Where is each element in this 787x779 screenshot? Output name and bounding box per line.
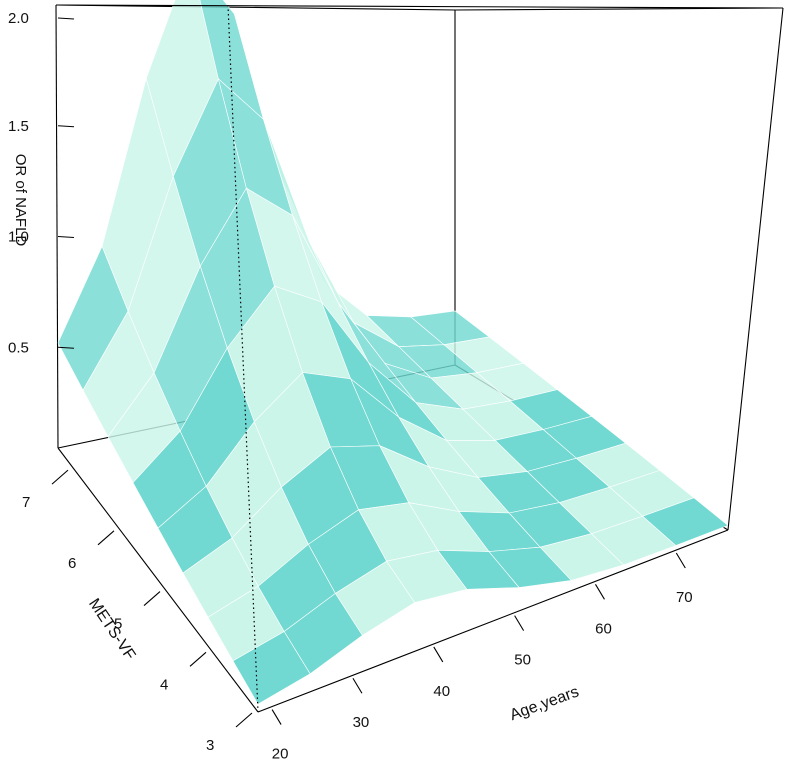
z-tick (57, 235, 75, 239)
bounding-box-front (55, 4, 784, 713)
x-tick-label: 30 (353, 714, 370, 731)
x-tick-label: 60 (595, 620, 612, 637)
box-edge (257, 529, 729, 713)
x-tick (352, 677, 363, 694)
x-tick-label: 70 (676, 589, 693, 606)
z-tick (57, 17, 75, 20)
x-tick-label: 40 (433, 683, 450, 700)
box-edge (454, 7, 784, 11)
y-tick (189, 651, 207, 667)
y-axis-label: METS-VF (85, 596, 138, 664)
x-axis-label: Age,years (508, 683, 582, 724)
y-tick (51, 469, 69, 485)
y-tick (97, 530, 115, 546)
box-edge (57, 447, 259, 713)
x-tick-label: 50 (514, 652, 531, 669)
box-edge (55, 4, 59, 449)
x-tick (675, 552, 686, 569)
x-tick (271, 709, 282, 725)
y-tick-label: 3 (206, 737, 214, 754)
y-tick-label: 5 (114, 616, 122, 633)
z-axis-label: OR of NAFLD (12, 154, 29, 247)
surface-mesh (57, 0, 729, 705)
y-tick (143, 591, 161, 606)
z-tick-label: 0.5 (8, 339, 29, 356)
y-tick-label: 4 (160, 676, 168, 693)
x-tick-label: 20 (272, 746, 289, 763)
box-edge (55, 4, 456, 11)
z-tick-label: 2.0 (8, 10, 29, 27)
surface-facet (642, 497, 729, 546)
x-tick (433, 646, 444, 663)
box-edge (55, 4, 784, 9)
x-tick (594, 584, 605, 600)
z-tick (57, 346, 75, 349)
y-tick (235, 712, 253, 728)
y-tick-label: 6 (68, 555, 76, 572)
y-tick-label: 7 (22, 494, 30, 511)
z-tick (57, 125, 75, 128)
box-edge-hidden (227, 4, 259, 713)
x-tick (514, 615, 525, 631)
z-tick-label: 1.5 (8, 118, 29, 135)
box-edge (727, 7, 784, 531)
z-tick-label: 1.0 (8, 229, 29, 246)
